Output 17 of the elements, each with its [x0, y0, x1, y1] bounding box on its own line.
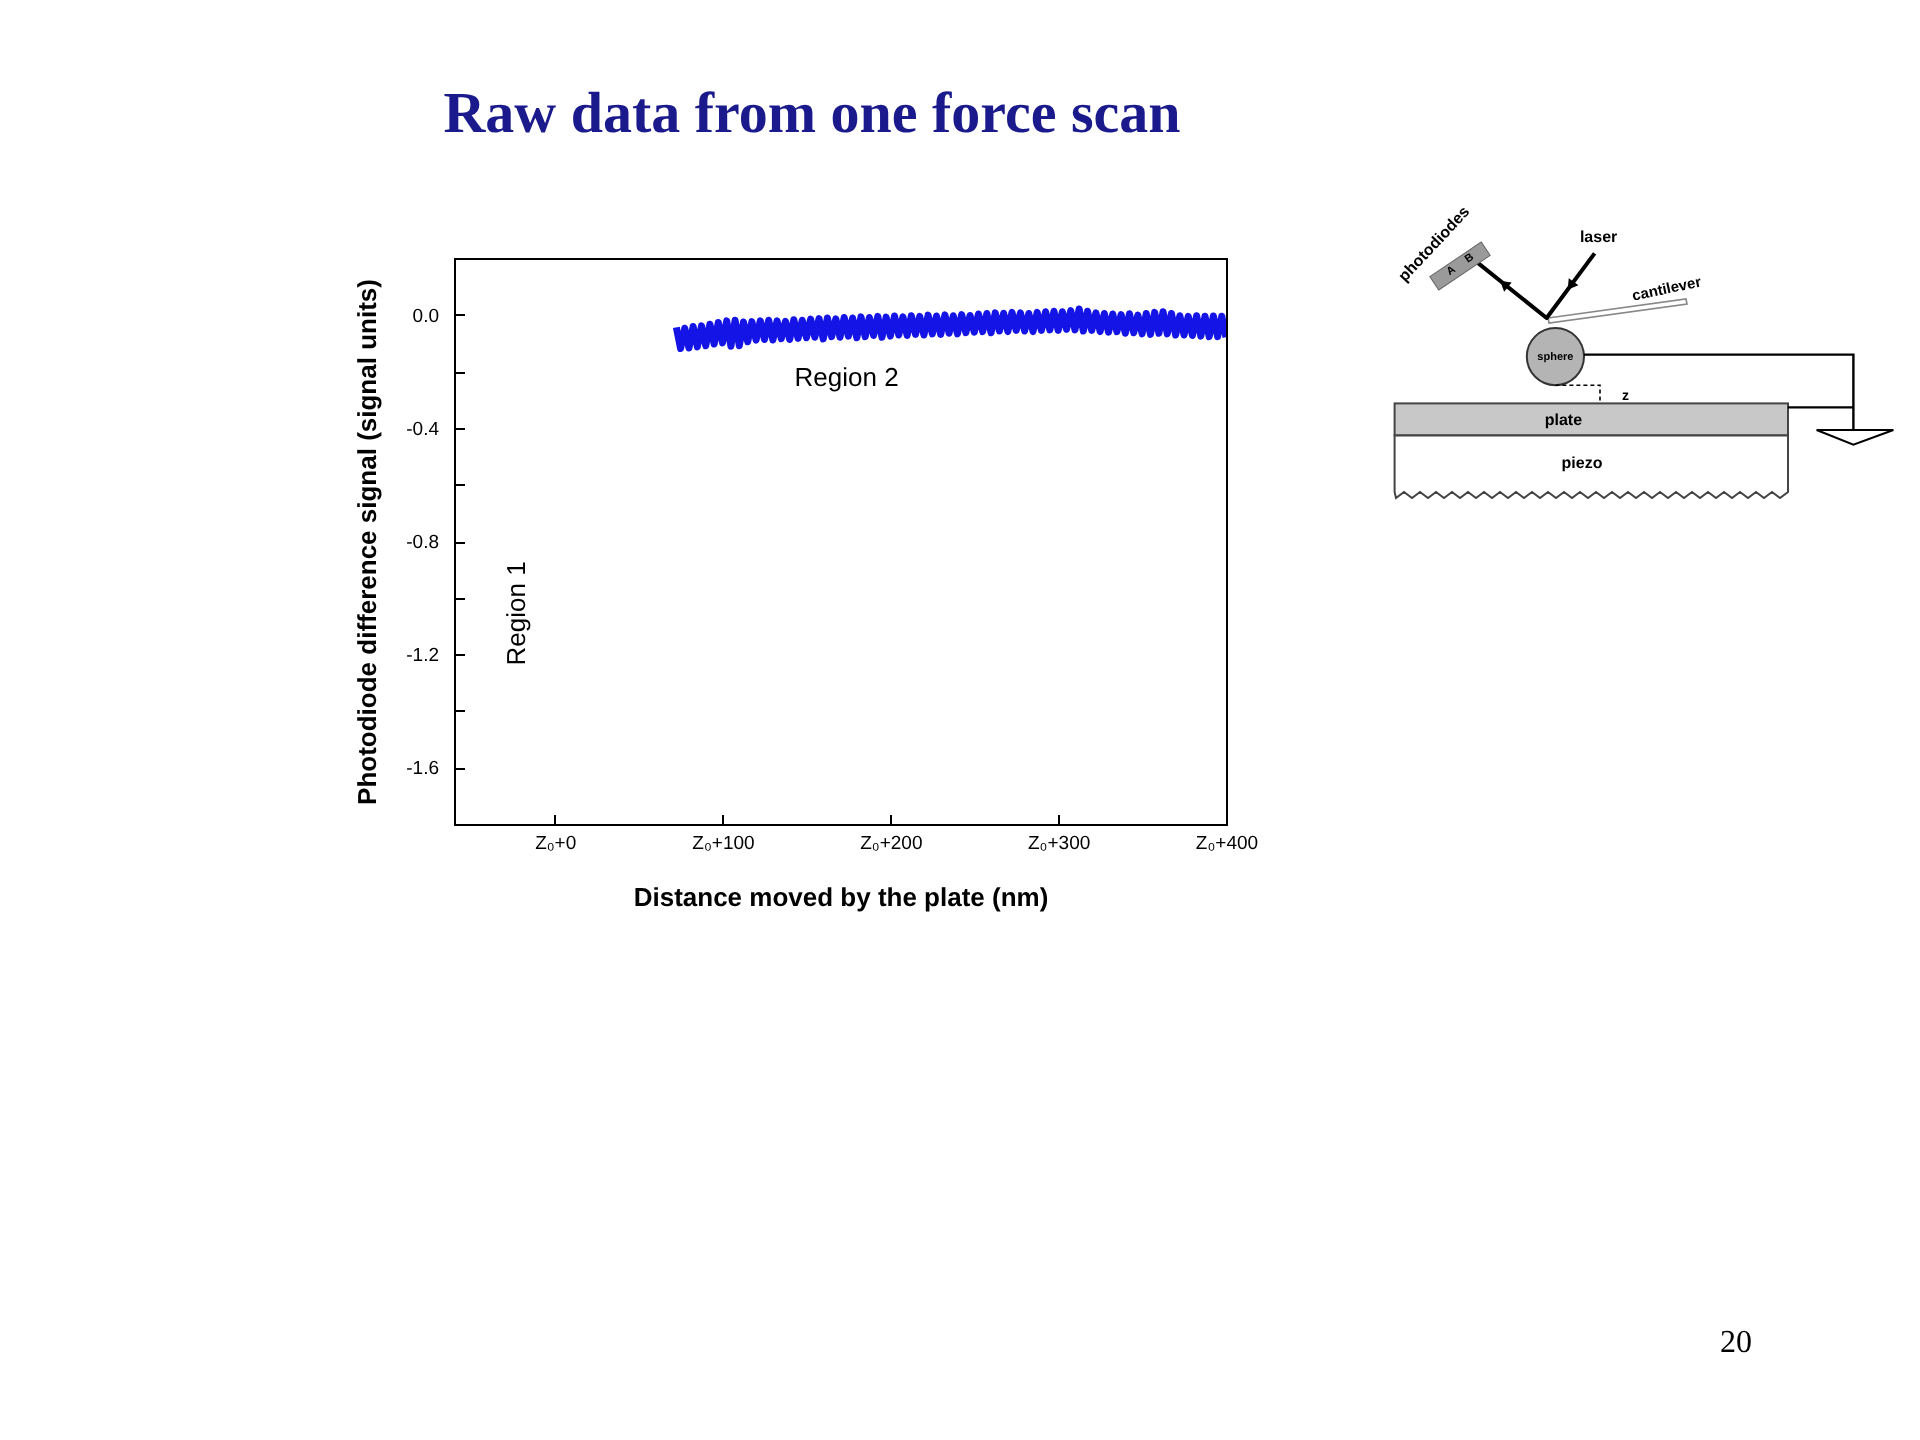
x-tick-label: Z₀+0	[535, 833, 577, 855]
y-tick-label: -0.8	[406, 532, 439, 554]
x-axis-title: Distance moved by the plate (nm)	[633, 882, 1049, 912]
annotation: Region 2	[794, 362, 899, 392]
line-series	[672, 305, 1226, 353]
annotation: Region 1	[500, 561, 531, 666]
x-tick-label: Z₀+100	[692, 833, 755, 855]
x-tick-label: Z₀+200	[860, 833, 923, 855]
y-tick-label: -1.2	[406, 645, 439, 668]
y-tick-label: -1.6	[406, 758, 439, 781]
y-tick-label: 0.0	[412, 305, 439, 328]
y-axis-title: Photodiode difference signal (signal units)	[352, 279, 383, 805]
x-tick-label: Z₀+300	[1028, 833, 1091, 855]
chart-title: Raw data from one force scan	[441, 82, 1183, 149]
text: 20	[1718, 1326, 1754, 1363]
y-tick-label: -0.4	[406, 418, 439, 441]
x-tick-label: Z₀+400	[1195, 833, 1259, 855]
